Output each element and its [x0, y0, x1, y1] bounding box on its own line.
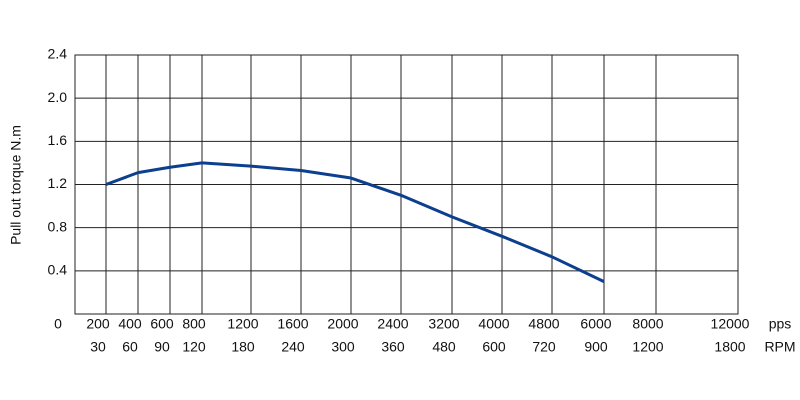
- y-axis-label: Pull out torque N.m: [8, 125, 24, 245]
- x2-tick-label: 720: [532, 339, 556, 355]
- y-tick-label: 2.0: [48, 89, 68, 105]
- x-tick-label: 1200: [227, 316, 258, 332]
- x-tick-label: 0: [54, 316, 62, 332]
- x2-tick-label: 600: [482, 339, 506, 355]
- x-tick-label: 3200: [428, 316, 459, 332]
- x-tick-label: 6000: [580, 316, 611, 332]
- y-tick-label: 0.4: [48, 262, 68, 278]
- x2-tick-label: 1200: [632, 339, 663, 355]
- x2-tick-label: 1800: [714, 339, 745, 355]
- x2-tick-label: 60: [122, 339, 138, 355]
- x2-unit-label: RPM: [764, 339, 795, 355]
- x2-tick-label: 480: [432, 339, 456, 355]
- y-tick-label: 2.4: [48, 46, 68, 62]
- y-tick-label: 1.2: [48, 175, 68, 191]
- x-unit-label: pps: [769, 316, 792, 332]
- x2-tick-label: 30: [90, 339, 106, 355]
- y-tick-label: 1.6: [48, 132, 68, 148]
- x-tick-label: 800: [182, 316, 206, 332]
- x2-tick-label: 240: [281, 339, 305, 355]
- x-tick-label: 8000: [632, 316, 663, 332]
- x2-tick-label: 120: [182, 339, 206, 355]
- x-tick-label: 2000: [327, 316, 358, 332]
- x2-tick-label: 360: [381, 339, 405, 355]
- y-tick-label: 0.8: [48, 218, 68, 234]
- data-line: [105, 161, 605, 283]
- x-tick-label: 2400: [377, 316, 408, 332]
- x2-tick-label: 180: [231, 339, 255, 355]
- x-tick-label: 400: [118, 316, 142, 332]
- x2-tick-label: 300: [331, 339, 355, 355]
- x-tick-label: 4800: [528, 316, 559, 332]
- x-tick-label: 200: [86, 316, 110, 332]
- x2-tick-label: 900: [584, 339, 608, 355]
- x-tick-label: 12000: [711, 316, 750, 332]
- x-tick-label: 4000: [478, 316, 509, 332]
- x-tick-label: 1600: [277, 316, 308, 332]
- x-tick-label: 600: [150, 316, 174, 332]
- x2-tick-label: 90: [154, 339, 170, 355]
